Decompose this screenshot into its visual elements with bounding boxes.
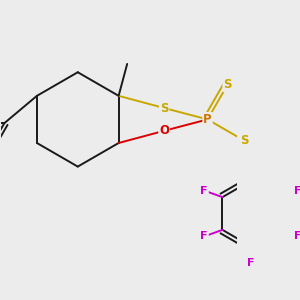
Text: S: S (223, 78, 232, 91)
Text: F: F (247, 258, 255, 268)
Text: S: S (240, 134, 248, 147)
Text: S: S (160, 101, 168, 115)
Text: F: F (200, 231, 208, 242)
Text: F: F (294, 186, 300, 196)
Text: P: P (203, 113, 212, 126)
Text: F: F (294, 231, 300, 242)
Text: F: F (200, 186, 208, 196)
Text: O: O (159, 124, 169, 137)
